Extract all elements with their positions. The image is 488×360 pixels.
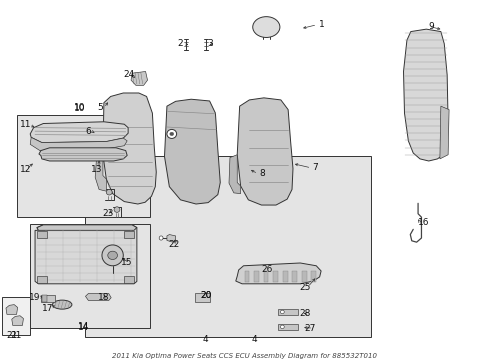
Polygon shape <box>164 99 220 204</box>
Bar <box>278 324 297 330</box>
Text: 27: 27 <box>304 324 315 333</box>
Ellipse shape <box>252 17 279 37</box>
Text: 19: 19 <box>29 293 41 302</box>
Ellipse shape <box>52 300 72 309</box>
Bar <box>41 294 55 302</box>
Text: 9: 9 <box>428 22 434 31</box>
Text: 6: 6 <box>85 127 91 136</box>
Ellipse shape <box>280 310 284 314</box>
Text: 26: 26 <box>261 265 272 274</box>
Text: 7: 7 <box>311 163 317 172</box>
Text: 11: 11 <box>20 120 31 129</box>
Bar <box>301 271 306 282</box>
Text: 21: 21 <box>10 330 21 339</box>
Text: 13: 13 <box>91 165 102 174</box>
Text: 21: 21 <box>6 330 18 339</box>
Text: 16: 16 <box>417 218 429 227</box>
Bar <box>273 271 278 282</box>
Polygon shape <box>95 155 106 191</box>
Text: 8: 8 <box>259 169 264 178</box>
Bar <box>254 271 258 282</box>
Polygon shape <box>30 138 127 150</box>
Polygon shape <box>30 122 128 143</box>
Bar <box>292 271 297 282</box>
Ellipse shape <box>102 245 123 266</box>
Polygon shape <box>235 263 321 284</box>
Polygon shape <box>166 235 175 242</box>
Text: 20: 20 <box>200 291 211 300</box>
Text: 23: 23 <box>102 209 113 218</box>
Ellipse shape <box>166 129 176 139</box>
Text: 4: 4 <box>203 335 208 344</box>
Text: 20: 20 <box>200 291 211 300</box>
Ellipse shape <box>169 132 173 136</box>
Text: 1: 1 <box>319 20 325 29</box>
Text: 15: 15 <box>121 258 133 267</box>
Polygon shape <box>102 93 156 204</box>
Text: 2011 Kia Optima Power Seats CCS ECU Assembly Diagram for 885532T010: 2011 Kia Optima Power Seats CCS ECU Asse… <box>112 352 376 359</box>
Bar <box>263 271 268 282</box>
Polygon shape <box>37 225 137 230</box>
Polygon shape <box>403 29 447 161</box>
Text: 4: 4 <box>251 335 257 344</box>
Ellipse shape <box>280 325 284 329</box>
Ellipse shape <box>107 251 117 260</box>
Text: 2: 2 <box>177 39 183 48</box>
Ellipse shape <box>114 207 120 212</box>
Text: 17: 17 <box>42 303 54 312</box>
Polygon shape <box>439 106 448 159</box>
Bar <box>278 310 297 315</box>
Bar <box>2 297 30 335</box>
Ellipse shape <box>159 236 163 240</box>
Bar <box>84 157 370 337</box>
Text: 10: 10 <box>74 103 85 112</box>
Bar <box>282 271 287 282</box>
Bar <box>17 115 150 217</box>
Polygon shape <box>228 155 240 194</box>
Text: 12: 12 <box>20 165 31 174</box>
Bar <box>244 271 249 282</box>
Text: 14: 14 <box>78 323 89 332</box>
Text: 25: 25 <box>299 283 310 292</box>
Polygon shape <box>35 225 137 284</box>
Bar <box>195 293 209 302</box>
Text: 22: 22 <box>168 240 180 249</box>
Bar <box>311 271 316 282</box>
Polygon shape <box>39 148 127 161</box>
Text: 5: 5 <box>97 103 102 112</box>
Text: 24: 24 <box>123 71 135 80</box>
Bar <box>124 276 134 283</box>
Text: 18: 18 <box>98 293 109 302</box>
Text: 14: 14 <box>78 322 89 331</box>
Bar <box>30 224 150 328</box>
Bar <box>42 295 47 302</box>
Text: 28: 28 <box>298 309 310 318</box>
Bar <box>37 276 46 283</box>
Polygon shape <box>85 293 111 301</box>
Polygon shape <box>6 305 18 314</box>
Text: 3: 3 <box>207 39 213 48</box>
Polygon shape <box>237 98 292 205</box>
Polygon shape <box>131 72 147 85</box>
Bar <box>124 231 134 238</box>
Bar <box>37 231 46 238</box>
Ellipse shape <box>106 189 112 195</box>
Text: 10: 10 <box>74 104 85 113</box>
Polygon shape <box>12 316 23 325</box>
